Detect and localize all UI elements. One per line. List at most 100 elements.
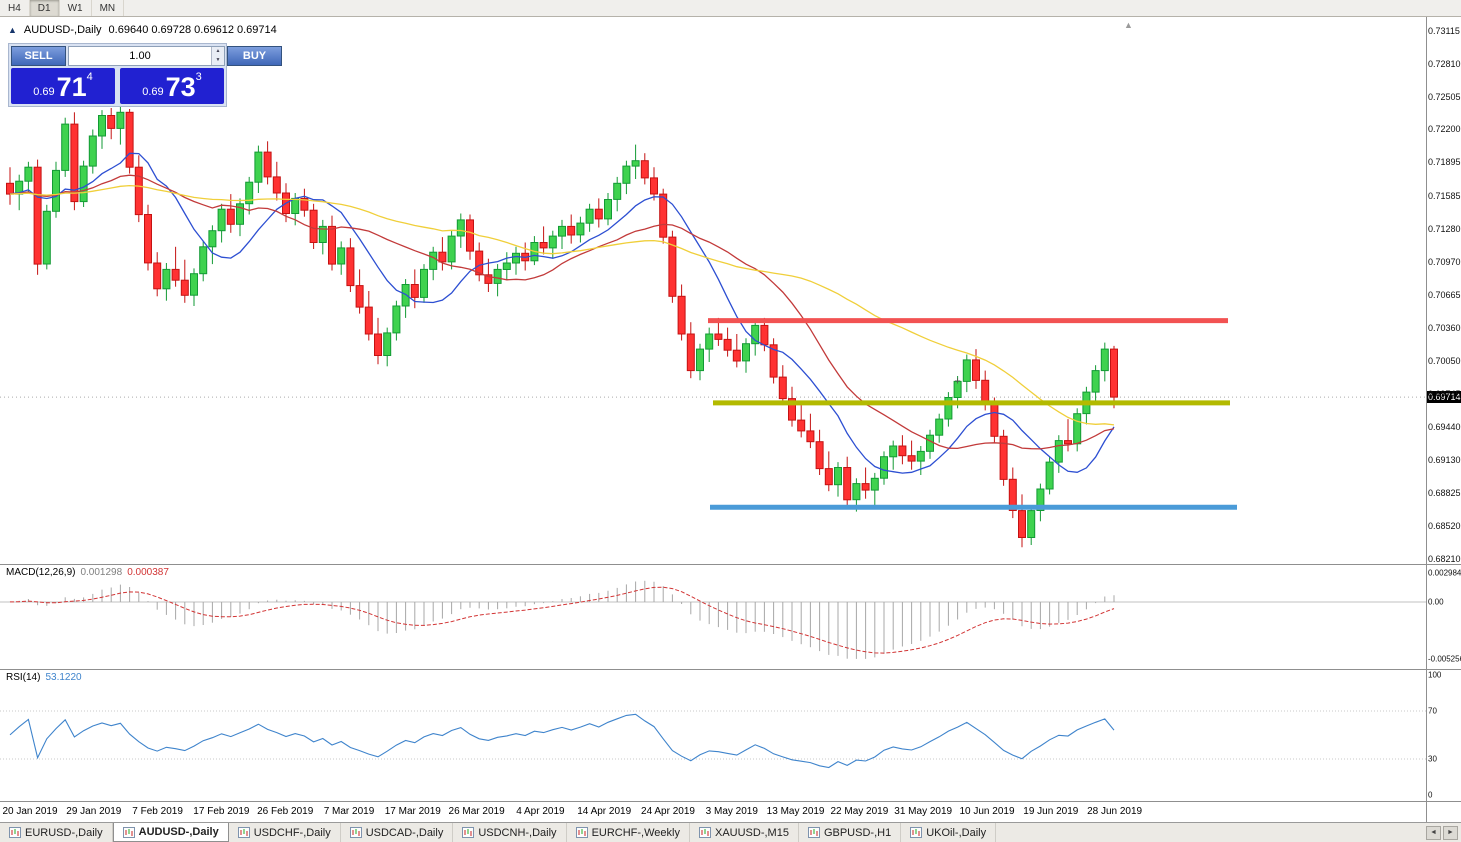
date-axis-label: 20 Jan 2019 bbox=[2, 806, 58, 817]
chart-tab-icon bbox=[9, 827, 21, 838]
candlestick-chart[interactable]: + bbox=[0, 17, 1426, 564]
rsi-panel: RSI(14) 53.1220 100 70 30 0 bbox=[0, 670, 1461, 801]
macd-name: MACD(12,26,9) bbox=[6, 567, 76, 578]
chart-tab-usdcnh[interactable]: USDCNH-,Daily bbox=[453, 823, 567, 842]
price-axis-label: 0.69745 bbox=[1428, 388, 1461, 399]
one-click-trading-panel: SELL ▲ ▼ BUY 0.69 71 4 0.69 bbox=[8, 43, 282, 107]
date-axis-label: 17 Mar 2019 bbox=[384, 806, 441, 817]
timeframe-button-h4[interactable]: H4 bbox=[0, 0, 30, 16]
sell-button[interactable]: SELL bbox=[11, 46, 66, 66]
macd-panel: MACD(12,26,9) 0.001298 0.000387 0.002984 0.… bbox=[0, 565, 1461, 669]
date-axis[interactable]: 20 Jan 2019 29 Jan 2019 7 Feb 2019 17 Feb 2… bbox=[0, 802, 1461, 822]
tab-scroll-controls: ◄ ► bbox=[1426, 823, 1461, 842]
date-axis-label: 26 Feb 2019 bbox=[257, 806, 314, 817]
sell-price-pipette: 4 bbox=[86, 71, 93, 83]
macd-main-value: 0.001298 bbox=[80, 567, 123, 578]
price-axis-label: 0.70970 bbox=[1428, 256, 1461, 267]
price-axis-label: 0.70050 bbox=[1428, 355, 1461, 366]
date-axis-label: 10 Jun 2019 bbox=[959, 806, 1015, 817]
date-axis-label: 3 May 2019 bbox=[705, 806, 758, 817]
chart-tab-label: UKOil-,Daily bbox=[926, 826, 987, 839]
date-axis-label: 4 Apr 2019 bbox=[516, 806, 565, 817]
axis-separator bbox=[1426, 17, 1427, 822]
volume-box: ▲ ▼ bbox=[68, 46, 225, 66]
chart-tab-label: AUDUSD-,Daily bbox=[138, 826, 219, 838]
chart-tab-gbpusd[interactable]: GBPUSD-,H1 bbox=[799, 823, 902, 842]
volume-input[interactable] bbox=[69, 47, 211, 65]
chart-tab-label: XAUUSD-,M15 bbox=[714, 826, 789, 839]
timeframe-button-w1[interactable]: W1 bbox=[60, 0, 92, 16]
date-axis-label: 28 Jun 2019 bbox=[1087, 806, 1143, 817]
date-axis-label: 19 Jun 2019 bbox=[1023, 806, 1079, 817]
rsi-axis-label: 70 bbox=[1428, 706, 1437, 716]
chart-tab-xauusd[interactable]: XAUUSD-,M15 bbox=[690, 823, 799, 842]
date-axis-label: 26 Mar 2019 bbox=[448, 806, 505, 817]
date-axis-label: 14 Apr 2019 bbox=[577, 806, 632, 817]
timeframe-button-mn[interactable]: MN bbox=[92, 0, 125, 16]
rsi-axis-label: 30 bbox=[1428, 754, 1437, 764]
buy-price-box[interactable]: 0.69 73 3 bbox=[120, 68, 224, 104]
tab-scroll-left-icon[interactable]: ◄ bbox=[1426, 825, 1441, 840]
volume-stepper: ▲ ▼ bbox=[211, 47, 224, 65]
timeframe-button-d1[interactable]: D1 bbox=[29, 0, 60, 16]
timeframe-toolbar: H4 D1 W1 MN bbox=[0, 0, 1461, 17]
rsi-axis-label: 0 bbox=[1428, 790, 1433, 800]
price-axis-label: 0.71585 bbox=[1428, 190, 1461, 201]
price-axis-label: 0.72505 bbox=[1428, 91, 1461, 102]
sell-price-box[interactable]: 0.69 71 4 bbox=[11, 68, 115, 104]
price-axis-label: 0.71280 bbox=[1428, 223, 1461, 234]
panel-divider[interactable] bbox=[0, 669, 1461, 670]
chart-tab-eurchf[interactable]: EURCHF-,Weekly bbox=[567, 823, 690, 842]
price-axis[interactable]: 0.69714 0.73115 0.72810 0.72505 0.72200 0.71… bbox=[1426, 17, 1461, 564]
chart-tab-label: USDCAD-,Daily bbox=[365, 826, 444, 839]
chart-tab-label: EURUSD-,Daily bbox=[25, 826, 103, 839]
chart-tab-icon bbox=[698, 827, 711, 838]
price-axis-label: 0.68520 bbox=[1428, 520, 1461, 531]
macd-chart bbox=[0, 580, 1426, 659]
main-chart-area[interactable]: + ▲ AUDUSD-,Daily 0.69640 0.69728 0.6961… bbox=[0, 17, 1461, 564]
volume-up-icon[interactable]: ▲ bbox=[212, 47, 224, 56]
chart-tab-eurusd[interactable]: EURUSD-,Daily bbox=[0, 823, 113, 842]
buy-price-pipette: 3 bbox=[195, 71, 202, 83]
rsi-axis-label: 100 bbox=[1428, 670, 1442, 680]
buy-button[interactable]: BUY bbox=[227, 46, 282, 66]
date-axis-label: 24 Apr 2019 bbox=[641, 806, 695, 817]
chart-tab-label: GBPUSD-,H1 bbox=[823, 826, 892, 839]
chart-tab-icon bbox=[575, 827, 588, 838]
rsi-name: RSI(14) bbox=[6, 672, 41, 683]
volume-down-icon[interactable]: ▼ bbox=[212, 56, 224, 65]
date-axis-label: 13 May 2019 bbox=[766, 806, 825, 817]
chart-tab-icon bbox=[807, 827, 820, 838]
chart-tab-icon bbox=[237, 827, 250, 838]
chart-scroll-marker-icon[interactable]: ▲ bbox=[1124, 20, 1133, 30]
current-price-tag: 0.69714 bbox=[1426, 391, 1461, 404]
chart-tab-label: USDCHF-,Daily bbox=[253, 826, 331, 839]
date-axis-label: 22 May 2019 bbox=[830, 806, 889, 817]
chart-tab-icon bbox=[910, 827, 923, 838]
date-axis-label: 7 Mar 2019 bbox=[323, 806, 375, 817]
price-axis-label: 0.71895 bbox=[1428, 157, 1461, 168]
rsi-axis: 100 70 30 0 bbox=[1426, 670, 1461, 801]
date-axis-label: 29 Jan 2019 bbox=[66, 806, 122, 817]
macd-axis: 0.002984 0.00 -0.005256 bbox=[1426, 565, 1461, 669]
rsi-indicator-label: RSI(14) 53.1220 bbox=[6, 672, 82, 683]
one-click-toggle-icon[interactable]: ▲ bbox=[8, 24, 17, 35]
chart-header: ▲ AUDUSD-,Daily 0.69640 0.69728 0.69612 … bbox=[8, 24, 277, 36]
chart-tab-ukoil[interactable]: UKOil-,Daily bbox=[901, 823, 997, 842]
panel-divider[interactable] bbox=[0, 564, 1461, 565]
date-axis-label: 17 Feb 2019 bbox=[193, 806, 250, 817]
price-axis-label: 0.69440 bbox=[1428, 421, 1461, 432]
price-axis-label: 0.70665 bbox=[1428, 289, 1461, 300]
macd-axis-label: 0.00 bbox=[1428, 597, 1444, 607]
chart-tab-usdchf[interactable]: USDCHF-,Daily bbox=[229, 823, 341, 842]
chart-tab-usdcad[interactable]: USDCAD-,Daily bbox=[341, 823, 454, 842]
macd-signal-value: 0.000387 bbox=[127, 567, 169, 578]
chart-tab-icon bbox=[122, 826, 135, 838]
chart-tab-audusd[interactable]: AUDUSD-,Daily bbox=[112, 823, 229, 842]
macd-axis-label: 0.002984 bbox=[1428, 568, 1461, 578]
price-axis-label: 0.72200 bbox=[1428, 124, 1461, 135]
price-axis-label: 0.69130 bbox=[1428, 454, 1461, 465]
tab-scroll-right-icon[interactable]: ► bbox=[1443, 825, 1458, 840]
chart-tab-label: EURCHF-,Weekly bbox=[591, 826, 680, 839]
